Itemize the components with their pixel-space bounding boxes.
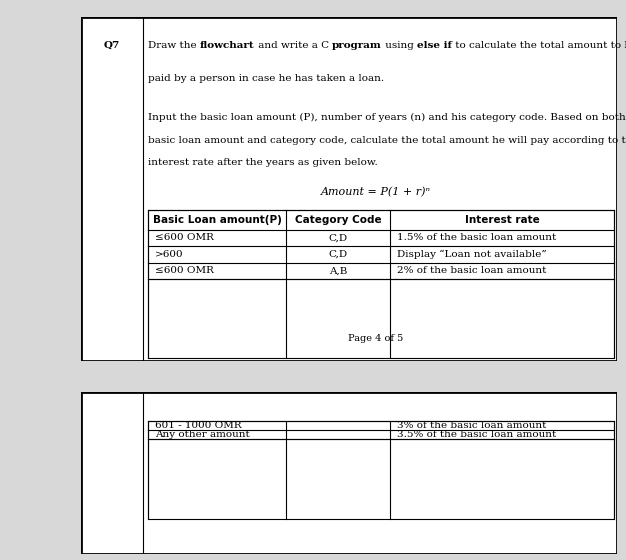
Text: Display “Loan not available”: Display “Loan not available” [397,250,546,259]
Text: Input the basic loan amount (P), number of years (n) and his category code. Base: Input the basic loan amount (P), number … [148,113,626,122]
Bar [148,421,614,519]
Text: Basic Loan amount(P): Basic Loan amount(P) [153,214,282,225]
Text: >600: >600 [155,250,183,259]
Text: using: using [382,41,417,50]
Text: C,D: C,D [329,250,347,259]
Text: 1.5% of the basic loan amount: 1.5% of the basic loan amount [397,234,556,242]
Text: flowchart: flowchart [200,41,255,50]
Bar [148,209,614,358]
Text: Any other amount: Any other amount [155,430,249,439]
Text: else if: else if [417,41,452,50]
Text: 2% of the basic loan amount: 2% of the basic loan amount [397,267,546,276]
Text: ≤600 OMR: ≤600 OMR [155,234,213,242]
Text: ≤600 OMR: ≤600 OMR [155,267,213,276]
Text: interest rate after the years as given below.: interest rate after the years as given b… [148,158,378,167]
Text: and write a C: and write a C [255,41,332,50]
Text: C,D: C,D [329,234,347,242]
Text: Q7: Q7 [104,41,120,50]
Text: to calculate the total amount to be: to calculate the total amount to be [452,41,626,50]
Text: basic loan amount and category code, calculate the total amount he will pay acco: basic loan amount and category code, cal… [148,136,626,144]
Text: paid by a person in case he has taken a loan.: paid by a person in case he has taken a … [148,73,384,83]
Text: Draw the: Draw the [148,41,200,50]
Text: Page 4 of 5: Page 4 of 5 [348,334,403,343]
Text: program: program [332,41,382,50]
Text: 3% of the basic loan amount: 3% of the basic loan amount [397,421,546,430]
Text: 601 - 1000 OMR: 601 - 1000 OMR [155,421,242,430]
Text: A,B: A,B [329,267,347,276]
Text: Interest rate: Interest rate [464,214,540,225]
Text: Amount = P(1 + r)ⁿ: Amount = P(1 + r)ⁿ [321,187,431,198]
Text: 3.5% of the basic loan amount: 3.5% of the basic loan amount [397,430,556,439]
Text: Category Code: Category Code [295,214,381,225]
